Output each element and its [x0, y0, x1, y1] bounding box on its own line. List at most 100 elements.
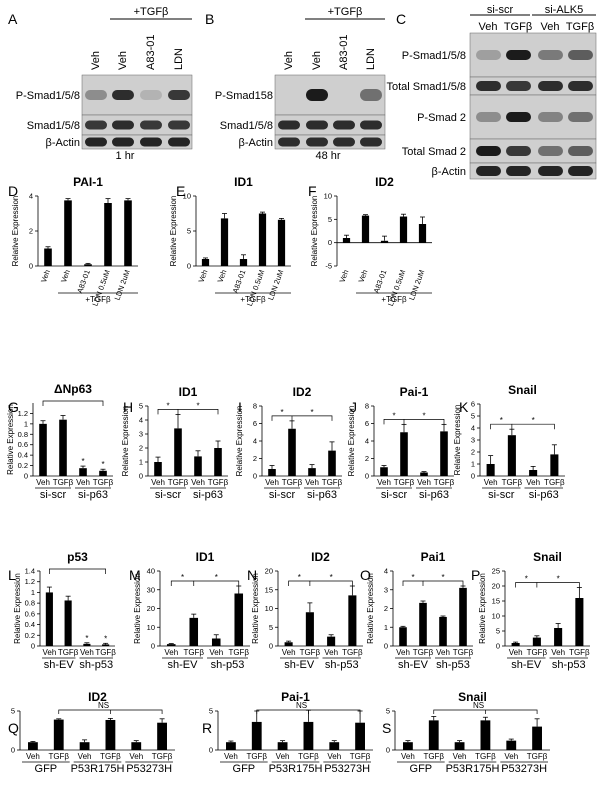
- panel-label: D: [8, 183, 18, 199]
- bar: [174, 428, 182, 476]
- y-tick-label: 10: [183, 192, 191, 201]
- blot-band: [476, 50, 501, 60]
- group-label: sh-EV: [398, 659, 429, 671]
- category-label: Veh: [417, 478, 431, 487]
- y-axis-label: Relative Expression: [169, 196, 178, 267]
- y-tick-label: 15: [265, 585, 273, 594]
- bar: [201, 259, 210, 266]
- group-label: si-p63: [78, 489, 108, 501]
- blot-band: [85, 120, 107, 130]
- blot-band: [568, 166, 593, 176]
- sig-bracket: [404, 419, 445, 425]
- group-label: si-p63: [529, 489, 559, 501]
- time-label: 1 hr: [116, 150, 135, 162]
- blot-band: [476, 81, 501, 91]
- category-label: Veh: [59, 269, 72, 284]
- y-tick-label: 8: [253, 402, 257, 411]
- y-tick-label: 2: [471, 448, 475, 457]
- blot-band: [360, 89, 382, 101]
- category-label: Veh: [551, 648, 565, 657]
- group-label: sh-p53: [211, 659, 245, 671]
- bar: [303, 721, 314, 750]
- category-label: Veh: [526, 478, 540, 487]
- panel-label: O: [360, 567, 371, 583]
- bar: [84, 264, 92, 266]
- group-label: si-scr: [381, 489, 408, 501]
- y-tick-label: 0: [328, 238, 332, 247]
- bar: [361, 215, 370, 243]
- sig-bracket: [157, 409, 179, 415]
- lane-label: LDN: [365, 48, 377, 70]
- y-tick-label: 5: [209, 707, 213, 716]
- significance-star: *: [181, 573, 184, 582]
- y-tick-label: 4: [29, 192, 33, 201]
- category-label: Veh: [209, 648, 223, 657]
- y-tick-label: 0: [386, 746, 390, 755]
- sig-bracket: [271, 415, 293, 421]
- blot-band: [568, 146, 593, 156]
- bar: [305, 612, 314, 646]
- blot-band: [333, 137, 355, 147]
- bar: [480, 720, 491, 750]
- category-label: Veh: [76, 478, 90, 487]
- bar: [308, 468, 316, 476]
- category-label: TGFβ: [168, 478, 189, 487]
- y-tick-label: 40: [147, 567, 155, 576]
- y-tick-label: 5: [386, 707, 390, 716]
- category-label: TGFβ: [228, 648, 249, 657]
- category-label: TGFβ: [322, 478, 343, 487]
- lane-label: Veh: [90, 51, 102, 70]
- blot-band: [278, 120, 300, 130]
- blot-band: [168, 137, 190, 147]
- group-label: sh-p53: [552, 659, 586, 671]
- y-tick-label: 0: [24, 472, 28, 481]
- row-label: P-Smad1/5/8: [402, 50, 466, 62]
- category-label: Veh: [151, 478, 165, 487]
- category-label: TGFβ: [413, 648, 434, 657]
- significance-star: *: [422, 411, 425, 420]
- y-axis-label: Relative Expression: [366, 573, 375, 644]
- y-axis-label: Relative Expression: [347, 406, 356, 477]
- y-tick-label: 2: [384, 604, 388, 613]
- blot-band: [506, 166, 531, 176]
- sig-bracket: [536, 582, 580, 588]
- category-label: TGFβ: [208, 478, 229, 487]
- bar: [380, 240, 389, 243]
- panel-label: K: [459, 399, 469, 415]
- y-tick-label: 0.6: [25, 609, 35, 618]
- sig-bracket: [288, 580, 311, 586]
- y-tick-label: 20: [492, 582, 500, 591]
- time-label: 48 hr: [315, 150, 340, 162]
- bar: [226, 742, 236, 750]
- sig-bracket: [42, 400, 104, 406]
- bar: [507, 435, 516, 476]
- bar: [440, 431, 448, 476]
- blot-band: [538, 112, 563, 122]
- category-label: TGFβ: [58, 648, 79, 657]
- bar: [532, 637, 541, 646]
- category-label: TGFβ: [342, 648, 363, 657]
- bar: [399, 627, 407, 646]
- category-label: Veh: [436, 648, 450, 657]
- blot-band: [278, 137, 300, 147]
- y-tick-label: 2: [365, 454, 369, 463]
- blot-band: [306, 137, 328, 147]
- blot-band: [568, 50, 593, 60]
- bar: [154, 462, 162, 476]
- bar: [104, 203, 112, 266]
- significance-star: *: [166, 401, 169, 410]
- group-label: si-scr: [488, 489, 515, 501]
- panel-label: J: [350, 399, 357, 415]
- y-tick-label: 6: [471, 400, 475, 409]
- panel-label: F: [308, 183, 317, 199]
- blot-strip: [469, 162, 597, 180]
- bar: [355, 722, 365, 750]
- chart-title: ΔNp63: [54, 382, 92, 396]
- y-tick-label: 5: [496, 627, 500, 636]
- bar: [454, 742, 465, 750]
- group-label: sh-p53: [436, 659, 470, 671]
- row-label: β-Actin: [432, 166, 466, 178]
- category-label: TGFβ: [152, 752, 173, 761]
- chart-title: ID1: [179, 385, 198, 399]
- bar: [400, 432, 408, 476]
